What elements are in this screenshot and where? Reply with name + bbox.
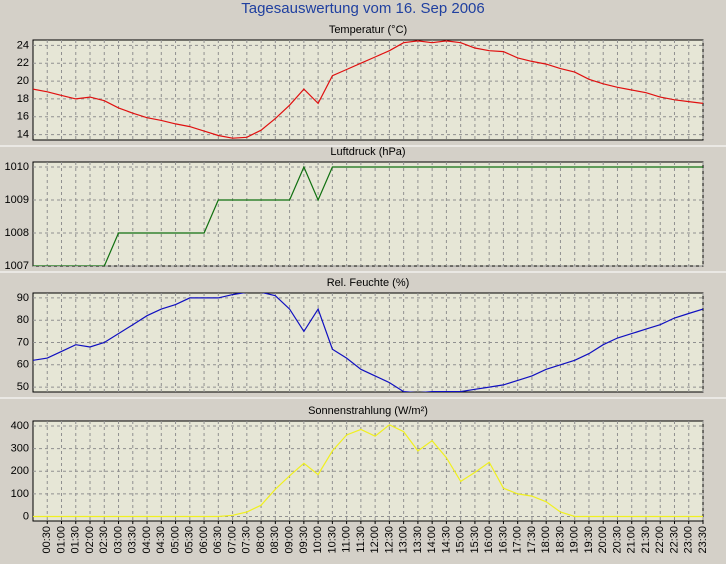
y-tick-label: 400 (11, 420, 29, 432)
chart-title: Rel. Feuchte (%) (327, 277, 410, 289)
x-tick-label: 06:00 (198, 526, 210, 554)
x-tick-label: 18:00 (540, 526, 552, 554)
y-tick-label: 1008 (5, 227, 29, 239)
y-tick-label: 14 (17, 129, 29, 141)
y-tick-label: 100 (11, 488, 29, 500)
data-line (33, 40, 703, 139)
data-line (33, 424, 703, 518)
x-tick-label: 07:30 (241, 526, 253, 554)
x-tick-label: 04:30 (155, 526, 167, 554)
x-tick-label: 08:00 (255, 526, 267, 554)
y-tick-label: 0 (23, 510, 29, 522)
x-tick-label: 22:30 (668, 526, 680, 554)
x-tick-label: 01:30 (70, 526, 82, 554)
x-tick-label: 16:00 (483, 526, 495, 554)
x-tick-label: 05:00 (169, 526, 181, 554)
x-tick-label: 22:00 (654, 526, 666, 554)
page-title: Tagesauswertung vom 16. Sep 2006 (241, 0, 485, 17)
x-tick-label: 12:00 (369, 526, 381, 554)
x-tick-label: 16:30 (497, 526, 509, 554)
x-tick-label: 11:00 (341, 526, 353, 553)
x-tick-label: 04:00 (141, 526, 153, 554)
x-tick-label: 09:30 (298, 526, 310, 554)
x-tick-label: 11:30 (355, 526, 367, 553)
y-tick-label: 70 (17, 336, 29, 348)
x-tick-label: 02:00 (84, 526, 96, 554)
x-tick-label: 02:30 (98, 526, 110, 554)
x-tick-label: 05:30 (184, 526, 196, 554)
x-tick-label: 10:30 (326, 526, 338, 554)
x-tick-label: 08:30 (269, 526, 281, 554)
plot-area (32, 161, 704, 267)
y-tick-label: 24 (17, 39, 29, 51)
y-tick-label: 90 (17, 292, 29, 304)
x-tick-label: 13:00 (398, 526, 410, 554)
chart-title: Temperatur (°C) (329, 24, 407, 36)
x-tick-label: 19:30 (583, 526, 595, 554)
x-tick-label: 15:30 (469, 526, 481, 554)
y-tick-label: 50 (17, 381, 29, 393)
y-tick-label: 80 (17, 314, 29, 326)
x-tick-label: 20:30 (611, 526, 623, 554)
x-tick-label: 14:00 (426, 526, 438, 554)
y-tick-label: 18 (17, 93, 29, 105)
chart-title: Luftdruck (hPa) (330, 146, 405, 158)
x-tick-label: 03:00 (112, 526, 124, 554)
x-tick-label: 06:30 (212, 526, 224, 554)
x-tick-label: 21:30 (640, 526, 652, 554)
x-tick-label: 23:30 (697, 526, 709, 554)
plot-area (32, 39, 704, 141)
x-tick-label: 03:30 (127, 526, 139, 554)
y-tick-label: 1010 (5, 161, 29, 173)
x-tick-label: 10:00 (312, 526, 324, 554)
x-tick-label: 21:00 (626, 526, 638, 554)
x-tick-label: 09:00 (284, 526, 296, 554)
data-line (33, 293, 703, 392)
y-tick-label: 22 (17, 57, 29, 69)
x-tick-label: 17:30 (526, 526, 538, 554)
x-tick-label: 00:30 (41, 526, 53, 554)
x-tick-label: 19:00 (569, 526, 581, 554)
y-tick-label: 16 (17, 111, 29, 123)
y-tick-label: 20 (17, 75, 29, 87)
data-line (33, 165, 703, 266)
y-tick-label: 1007 (5, 260, 29, 272)
x-tick-label: 12:30 (383, 526, 395, 554)
y-tick-label: 1009 (5, 194, 29, 206)
x-tick-label: 14:30 (440, 526, 452, 554)
x-tick-label: 18:30 (554, 526, 566, 554)
plot-area (32, 420, 704, 522)
x-tick-label: 17:00 (512, 526, 524, 554)
y-tick-label: 200 (11, 465, 29, 477)
x-tick-label: 13:30 (412, 526, 424, 554)
y-tick-label: 60 (17, 359, 29, 371)
x-tick-label: 01:00 (55, 526, 67, 554)
x-tick-label: 20:00 (597, 526, 609, 554)
x-tick-label: 23:00 (683, 526, 695, 554)
chart-title: Sonnenstrahlung (W/m²) (308, 405, 428, 417)
x-tick-label: 15:00 (455, 526, 467, 554)
y-tick-label: 300 (11, 443, 29, 455)
plot-area (32, 292, 704, 393)
x-tick-label: 07:00 (226, 526, 238, 554)
